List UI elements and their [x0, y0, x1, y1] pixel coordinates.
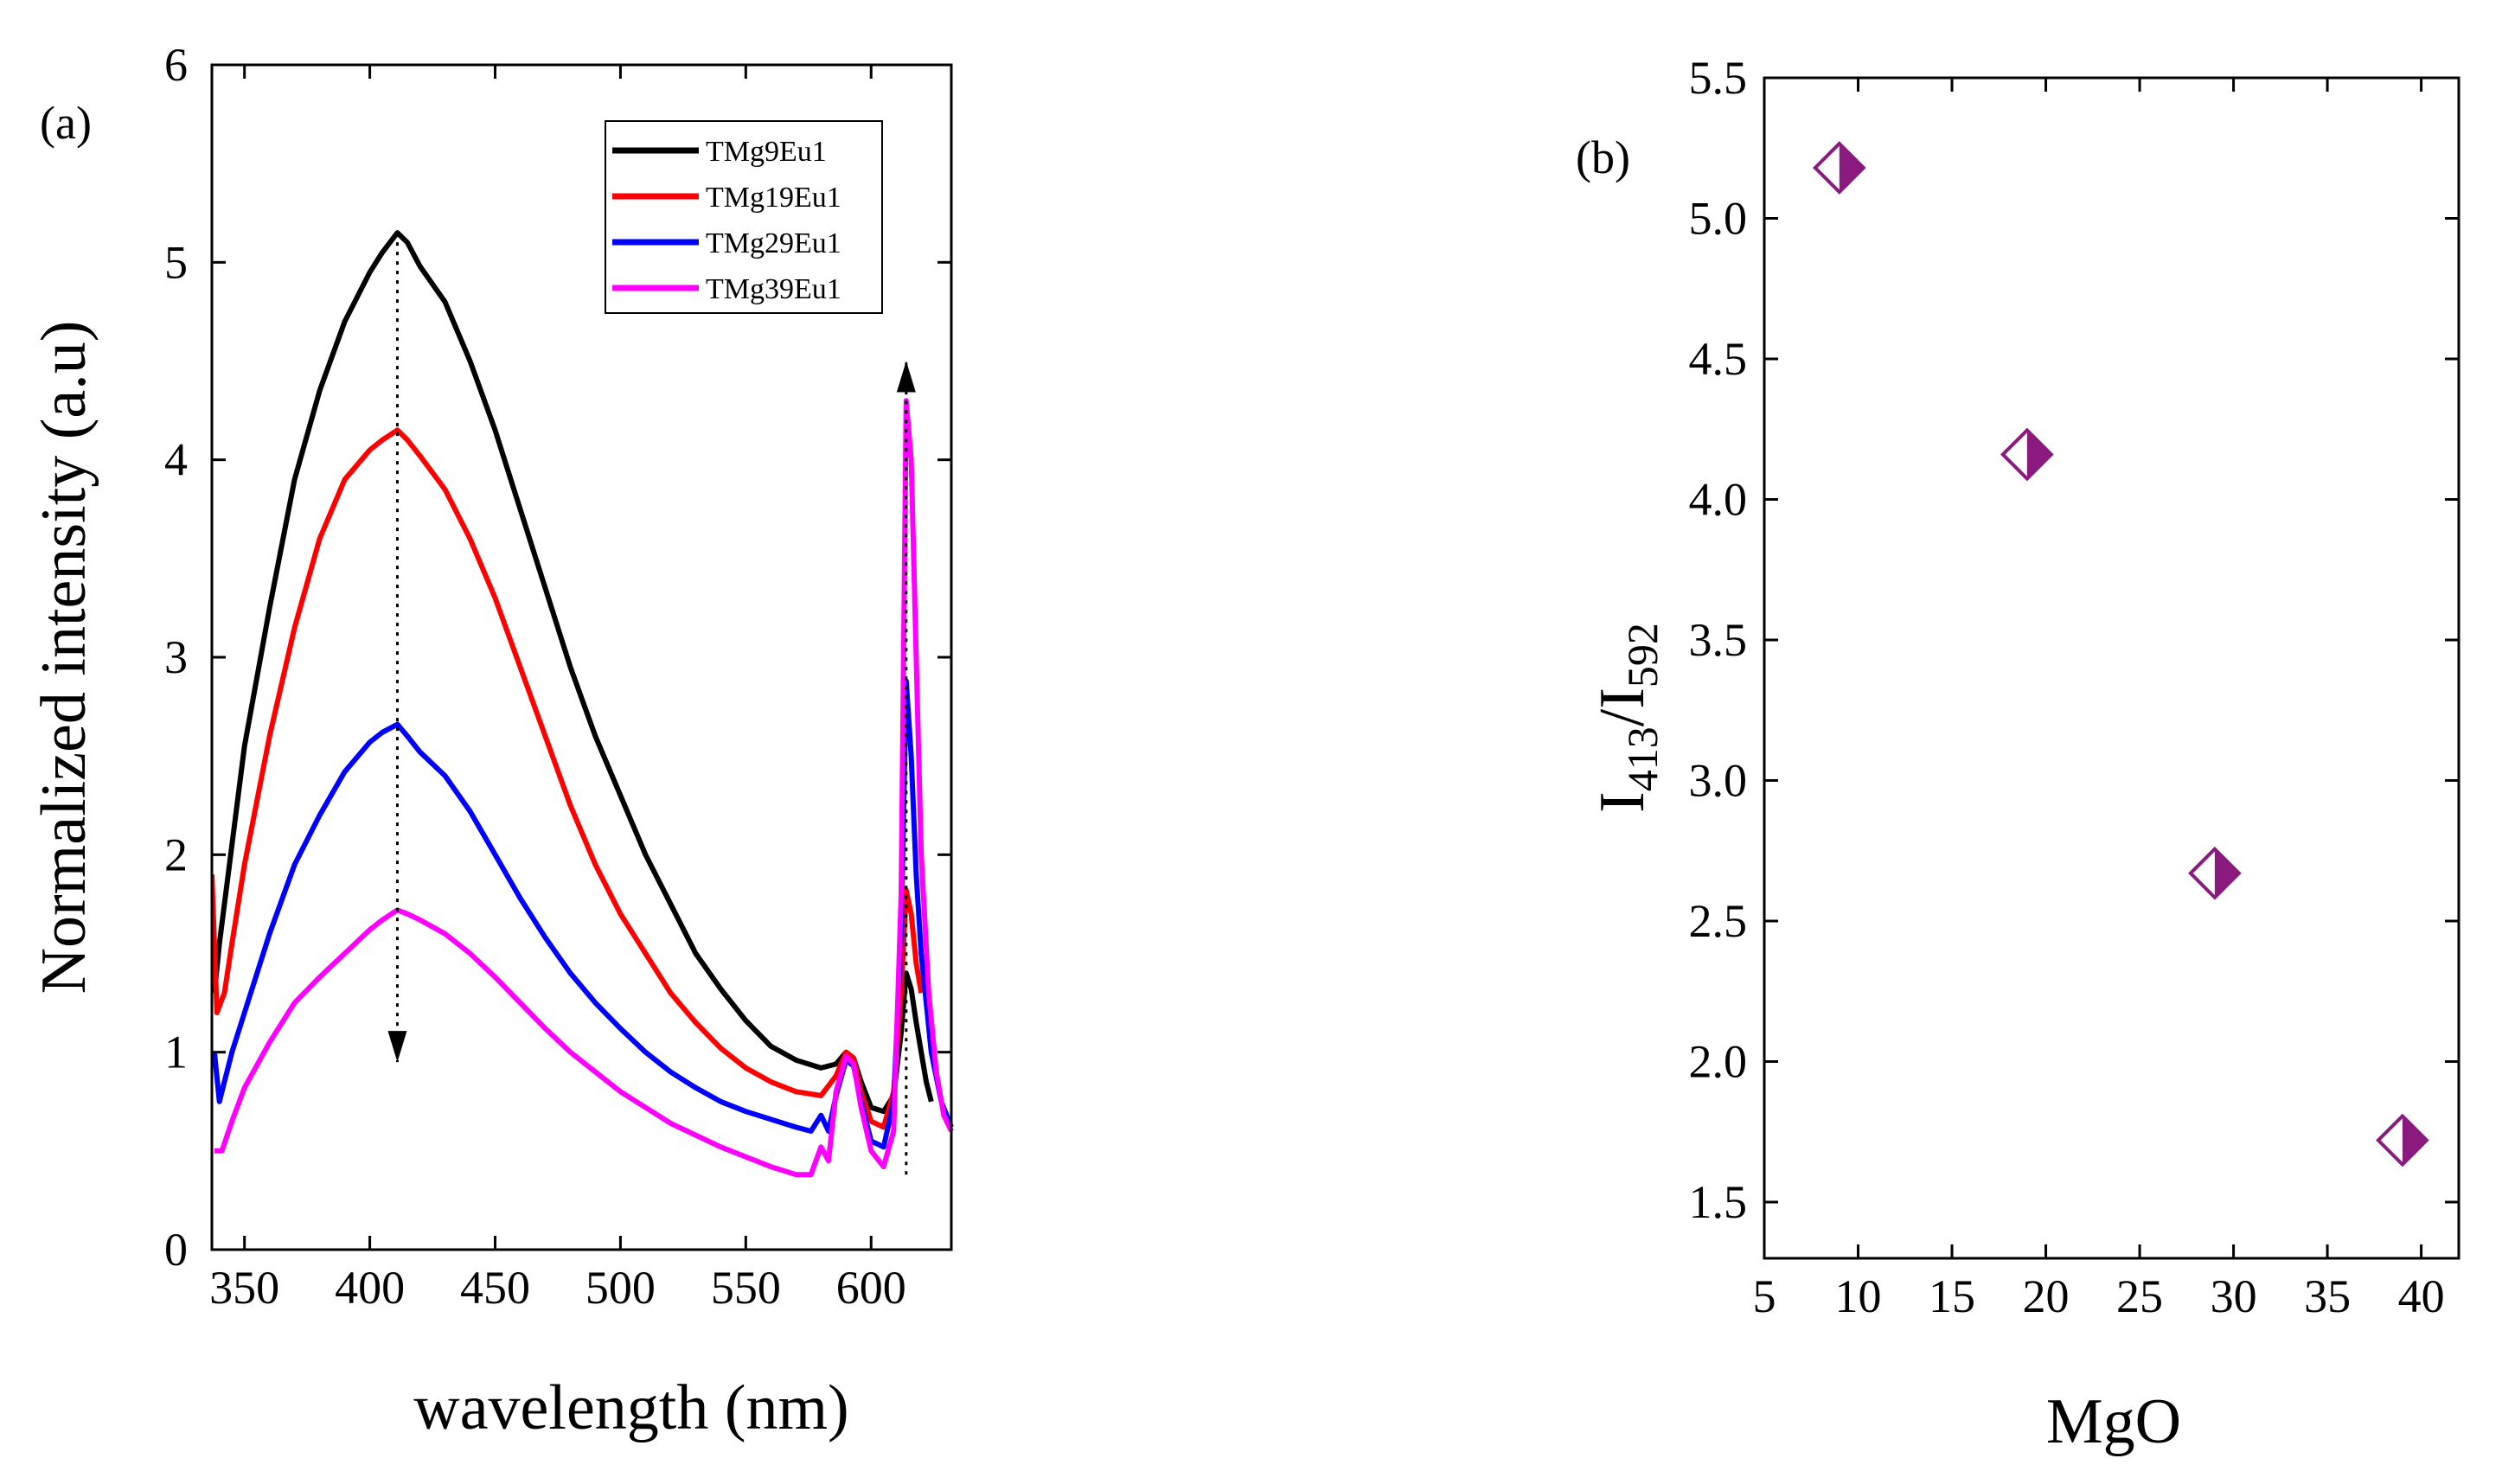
legend-label-TMg19Eu1: TMg19Eu1: [706, 182, 841, 214]
panel-b-y-tick-label: 2.5: [1689, 895, 1748, 947]
y-label-sub1: 413: [1618, 726, 1667, 791]
panel-b-y-tick-label: 3.0: [1689, 755, 1748, 807]
svg-text:I413/I592: I413/I592: [1587, 623, 1667, 813]
panel-b-x-tick-label: 5: [1753, 1270, 1776, 1322]
data-point-filled-half: [1839, 144, 1864, 192]
panel-a-y-tick-label: 6: [164, 39, 188, 91]
panel-b-y-axis-label: I413/I592: [1587, 623, 1667, 813]
data-point: [1812, 141, 1866, 195]
panel-a-x-axis-label: wavelength (nm): [413, 1372, 848, 1443]
panel-b-frame: [1763, 76, 2460, 1260]
panel-a-x-tick-label: 500: [586, 1262, 656, 1314]
panel-a-y-tick-label: 0: [164, 1224, 188, 1276]
panel-b-label: (b): [1576, 131, 1630, 183]
panel-a-axes: 350 400 450 500 550 600 0 1 2 3 4 5 6: [164, 39, 953, 1314]
y-label-base: I: [1587, 791, 1658, 813]
panel-a-y-axis-label: Normalized intensity (a.u): [29, 321, 99, 995]
panel-a-series-group: [212, 230, 954, 1178]
series-line-TMg39Eu1: [214, 398, 954, 1178]
annotation-arrowhead-down: [387, 1031, 407, 1063]
panel-b-y-tick-label: 5.5: [1689, 52, 1748, 104]
data-point-outline: [2000, 427, 2054, 482]
panel-b-chart: 5 10 15 20 25 30 35 40 1.5 2.0 2.5 3.0 3.5 4.0 4.5 5.0 5…: [1576, 52, 2460, 1457]
data-point-outline: [2376, 1113, 2429, 1167]
panel-b-x-tick-label: 20: [2023, 1270, 2070, 1322]
panel-a-x-tick-label: 400: [335, 1262, 405, 1314]
data-point-outline: [2188, 846, 2242, 900]
panel-a-y-tick-label: 1: [164, 1027, 188, 1078]
panel-b-x-tick-label: 35: [2304, 1270, 2351, 1322]
data-point-outline: [1812, 141, 1866, 195]
panel-a-x-tick-label: 350: [209, 1262, 279, 1314]
panel-b-x-tick-label: 10: [1835, 1270, 1882, 1322]
legend-label-TMg29Eu1: TMg29Eu1: [706, 227, 841, 259]
panel-b-y-tick-label: 4.5: [1689, 333, 1748, 385]
panel-b-y-tick-label: 1.5: [1689, 1176, 1748, 1228]
panel-a-annotations: [387, 233, 916, 1175]
data-point: [2376, 1113, 2429, 1167]
panel-b-x-axis-label: MgO: [2046, 1386, 2181, 1457]
panel-b-y-tick-label: 4.0: [1689, 474, 1748, 526]
data-point-filled-half: [2402, 1116, 2427, 1165]
y-label-sub2: 592: [1618, 623, 1667, 688]
data-point: [2000, 427, 2054, 482]
panel-b-x-tick-label: 30: [2211, 1270, 2257, 1322]
panel-b-axes: 5 10 15 20 25 30 35 40 1.5 2.0 2.5 3.0 3.5 4.0 4.5 5.0 5…: [1689, 52, 2460, 1322]
data-point-filled-half: [2026, 430, 2051, 479]
panel-b-y-tick-label: 3.5: [1689, 614, 1748, 666]
panel-a-y-tick-label: 4: [164, 434, 188, 486]
panel-a-y-tick-label: 2: [164, 828, 188, 880]
panel-a-x-tick-label: 550: [711, 1262, 781, 1314]
panel-b-y-tick-label: 5.0: [1689, 193, 1748, 245]
panel-a-legend: TMg9Eu1 TMg19Eu1 TMg29Eu1 TMg39Eu1: [605, 120, 883, 314]
panel-a-chart: 350 400 450 500 550 600 0 1 2 3 4 5 6 TMg9Eu1 TMg19Eu…: [29, 39, 954, 1443]
data-point: [2188, 846, 2242, 900]
panel-a-y-tick-label: 5: [164, 236, 188, 288]
panel-b-points: [1812, 141, 2429, 1167]
series-line-TMg19Eu1: [212, 427, 925, 1130]
panel-b-x-tick-label: 15: [1929, 1270, 1975, 1322]
panel-a-y-tick-label: 3: [164, 631, 188, 683]
panel-b-y-tick-label: 2.0: [1689, 1036, 1748, 1088]
panel-b-x-tick-label: 40: [2398, 1270, 2445, 1322]
panel-a-x-tick-label: 600: [836, 1262, 906, 1314]
panel-a-x-tick-label: 450: [460, 1262, 530, 1314]
panel-a-label: (a): [40, 97, 92, 149]
y-label-mid: /I: [1587, 688, 1658, 726]
panel-b-x-tick-label: 25: [2116, 1270, 2163, 1322]
legend-label-TMg9Eu1: TMg9Eu1: [706, 136, 827, 168]
data-point-filled-half: [2214, 848, 2239, 898]
legend-label-TMg39Eu1: TMg39Eu1: [706, 273, 841, 305]
annotation-arrowhead-up: [896, 361, 916, 393]
